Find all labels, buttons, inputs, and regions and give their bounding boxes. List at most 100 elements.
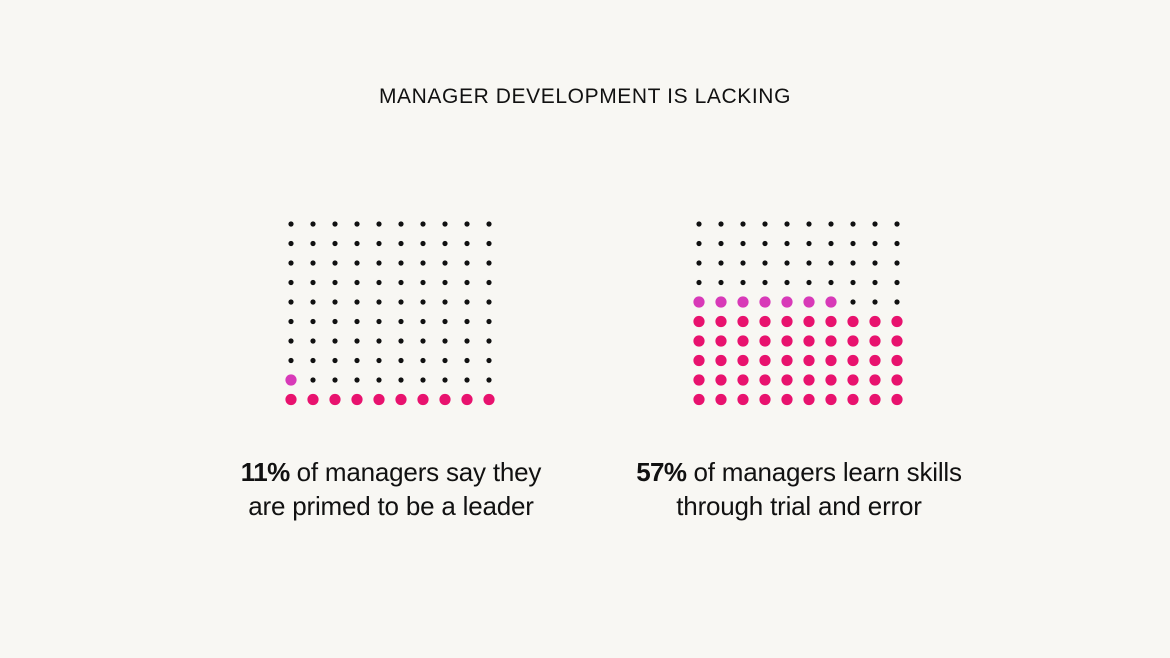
- waffle-dot-filled: [847, 315, 859, 328]
- waffle-dot-empty: [332, 357, 338, 364]
- waffle-dot-filled: [781, 315, 793, 328]
- waffle-dot-filled: [869, 374, 881, 386]
- waffle-dot-empty: [850, 279, 856, 286]
- waffle-dot-empty: [376, 318, 382, 325]
- waffle-dot-empty: [288, 357, 294, 364]
- waffle-dot-filled: [825, 354, 837, 367]
- waffle-dot-empty: [310, 260, 316, 266]
- waffle-dot-filled: [715, 393, 727, 406]
- waffle-dot-filled: [869, 315, 881, 328]
- waffle-dot-empty: [894, 240, 900, 247]
- waffle-dot-empty: [464, 357, 470, 364]
- waffle-dot-filled: [803, 354, 815, 367]
- waffle-dot-filled: [439, 393, 451, 406]
- waffle-dot-empty: [332, 240, 338, 247]
- waffle-dot-filled: [737, 393, 749, 406]
- waffle-dot-filled: [693, 393, 705, 406]
- waffle-dot-empty: [398, 221, 404, 227]
- waffle-dot-empty: [288, 221, 294, 227]
- chart-title: MANAGER DEVELOPMENT IS LACKING: [378, 85, 792, 108]
- waffle-dot-filled: [803, 296, 815, 308]
- waffle-dot-filled: [715, 315, 727, 328]
- caption-percent: 57%: [636, 457, 687, 487]
- waffle-panel-trial-and-error: 57% of managers learn skills through tri…: [619, 0, 979, 658]
- waffle-dot-filled: [891, 374, 903, 386]
- waffle-dot-empty: [442, 357, 448, 364]
- waffle-dot-empty: [718, 279, 724, 286]
- waffle-dot-empty: [420, 318, 426, 325]
- waffle-dot-filled: [759, 354, 771, 367]
- waffle-dot-empty: [784, 279, 790, 286]
- waffle-dot-filled: [781, 296, 793, 308]
- waffle-dot-empty: [464, 377, 470, 383]
- waffle-dot-empty: [442, 338, 448, 344]
- waffle-dot-empty: [310, 240, 316, 247]
- waffle-dot-empty: [398, 240, 404, 247]
- waffle-dot-empty: [850, 240, 856, 247]
- waffle-dot-empty: [442, 377, 448, 383]
- waffle-dot-empty: [420, 240, 426, 247]
- waffle-dot-empty: [376, 338, 382, 344]
- waffle-dot-filled: [847, 335, 859, 347]
- waffle-grid-managers-primed: [285, 221, 495, 406]
- waffle-dot-filled: [307, 393, 319, 406]
- waffle-dot-empty: [486, 279, 492, 286]
- waffle-dot-empty: [376, 260, 382, 266]
- waffle-dot-filled: [715, 296, 727, 308]
- waffle-dot-empty: [354, 299, 360, 305]
- waffle-dot-empty: [310, 279, 316, 286]
- waffle-dot-filled: [759, 315, 771, 328]
- waffle-dot-filled: [737, 296, 749, 308]
- waffle-dot-empty: [442, 240, 448, 247]
- waffle-dot-empty: [740, 240, 746, 247]
- waffle-dot-filled: [351, 393, 363, 406]
- waffle-dot-empty: [376, 279, 382, 286]
- waffle-dot-filled: [891, 354, 903, 367]
- waffle-dot-empty: [828, 260, 834, 266]
- waffle-dot-empty: [464, 299, 470, 305]
- waffle-dot-empty: [486, 240, 492, 247]
- waffle-dot-empty: [354, 318, 360, 325]
- waffle-dot-empty: [872, 260, 878, 266]
- waffle-dot-filled: [715, 335, 727, 347]
- waffle-dot-empty: [850, 260, 856, 266]
- waffle-dot-empty: [828, 221, 834, 227]
- waffle-dot-empty: [806, 260, 812, 266]
- waffle-dot-filled: [803, 335, 815, 347]
- waffle-dot-filled: [693, 354, 705, 367]
- waffle-dot-empty: [894, 260, 900, 266]
- waffle-dot-filled: [395, 393, 407, 406]
- waffle-dot-filled: [825, 374, 837, 386]
- waffle-dot-empty: [806, 279, 812, 286]
- waffle-dot-empty: [354, 357, 360, 364]
- waffle-dot-empty: [398, 279, 404, 286]
- waffle-dot-empty: [310, 338, 316, 344]
- waffle-dot-empty: [486, 357, 492, 364]
- waffle-dot-filled: [847, 393, 859, 406]
- waffle-dot-empty: [420, 221, 426, 227]
- waffle-dot-empty: [398, 318, 404, 325]
- waffle-dot-filled: [869, 354, 881, 367]
- waffle-dot-filled: [847, 354, 859, 367]
- waffle-dot-empty: [696, 260, 702, 266]
- waffle-dot-filled: [847, 374, 859, 386]
- waffle-dot-empty: [784, 240, 790, 247]
- caption-line1: of managers learn skills: [693, 457, 962, 487]
- waffle-dot-empty: [486, 299, 492, 305]
- waffle-dot-empty: [332, 318, 338, 325]
- waffle-panel-managers-primed: 11% of managers say they are primed to b…: [211, 0, 571, 658]
- waffle-dot-empty: [872, 221, 878, 227]
- waffle-dot-empty: [354, 260, 360, 266]
- waffle-dot-empty: [894, 221, 900, 227]
- waffle-dot-empty: [850, 221, 856, 227]
- waffle-dot-filled: [759, 393, 771, 406]
- waffle-dot-empty: [806, 221, 812, 227]
- waffle-dot-empty: [420, 338, 426, 344]
- caption-line2: are primed to be a leader: [248, 491, 534, 521]
- waffle-dot-empty: [442, 279, 448, 286]
- waffle-dot-empty: [718, 260, 724, 266]
- waffle-dot-empty: [310, 221, 316, 227]
- waffle-dot-empty: [464, 338, 470, 344]
- waffle-dot-empty: [762, 260, 768, 266]
- waffle-dot-empty: [332, 299, 338, 305]
